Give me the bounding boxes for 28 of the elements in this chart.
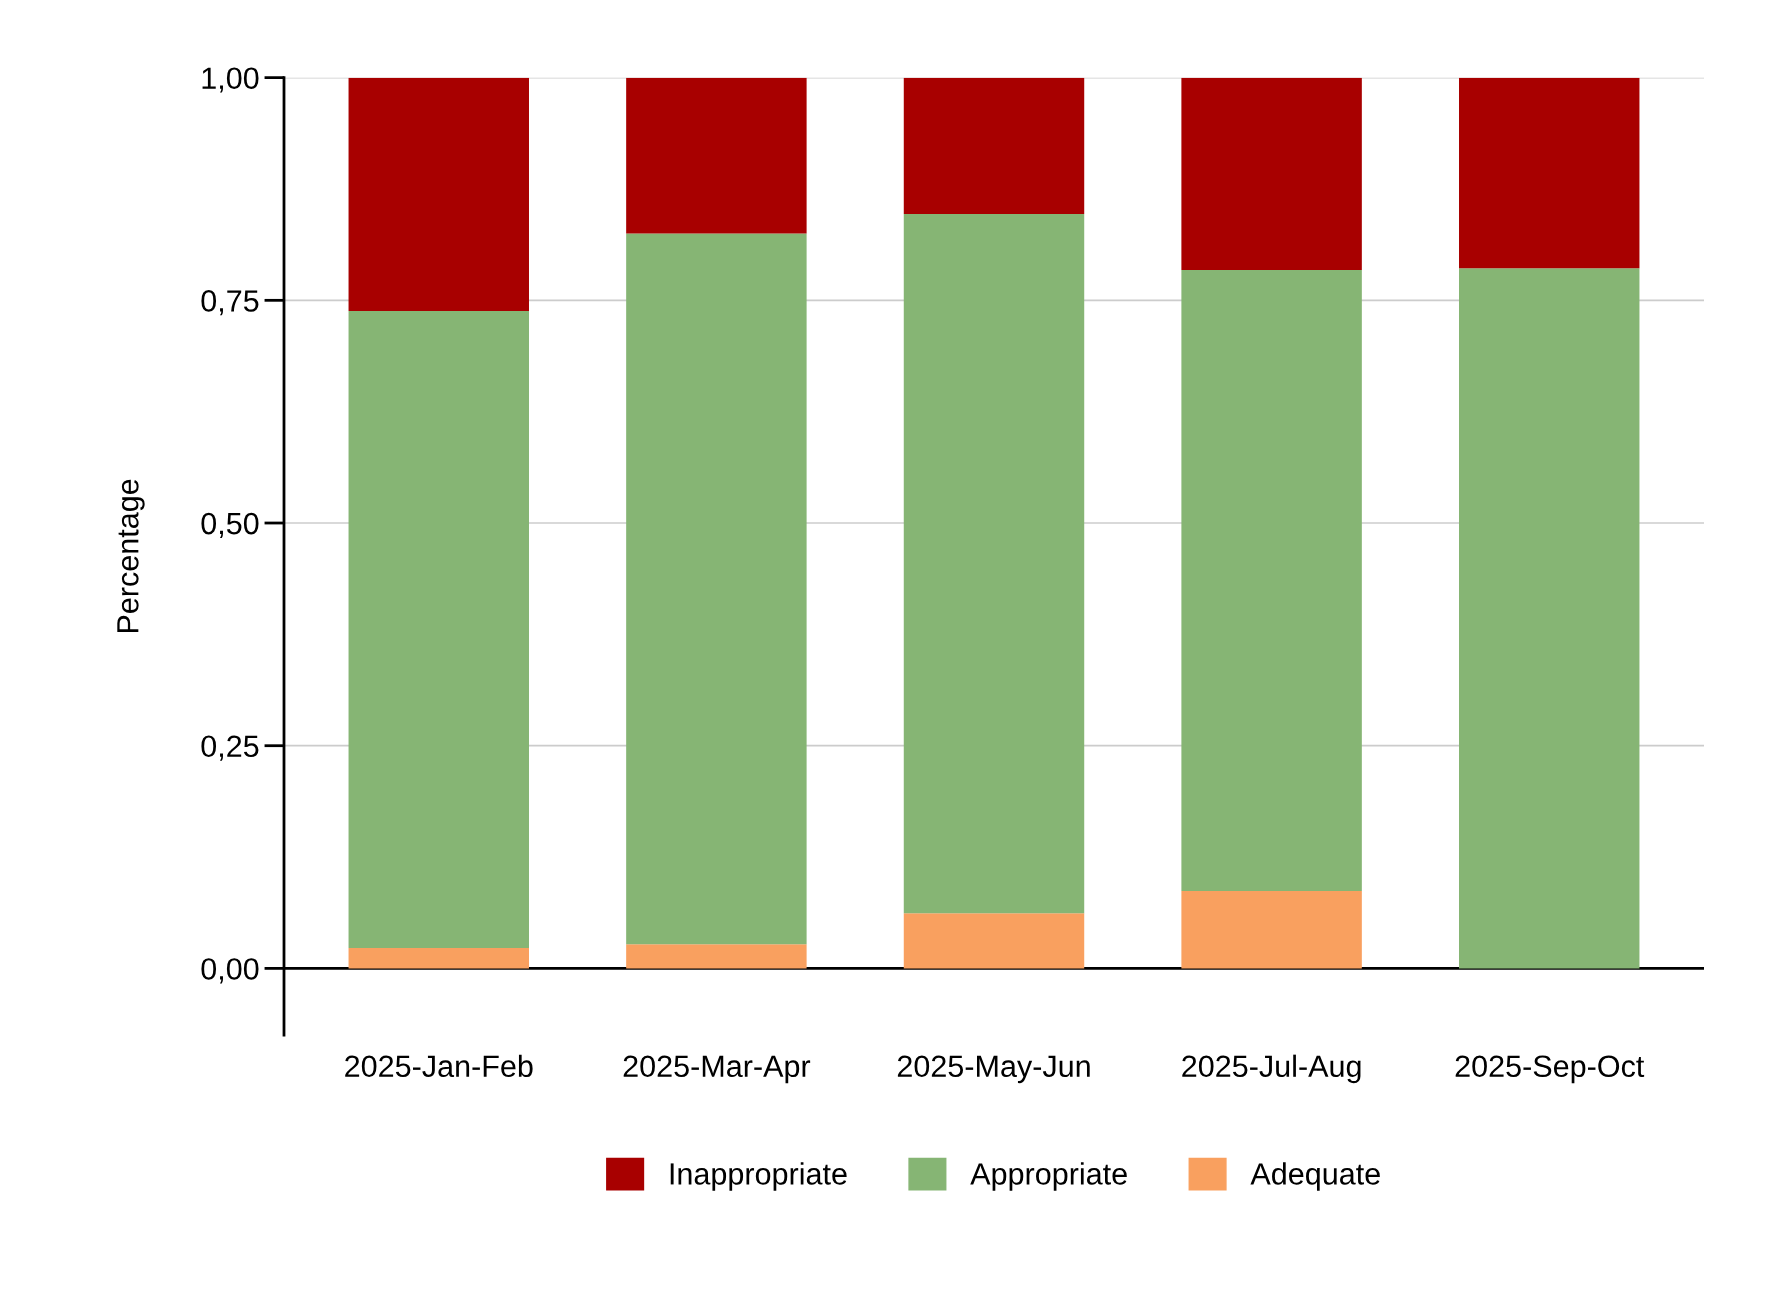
bar [1181, 270, 1362, 891]
bar [348, 77, 529, 312]
y-tick-label: 0,00 [201, 958, 259, 984]
y-axis-title: Percentage [117, 479, 145, 633]
y-tick-label: 0,25 [201, 735, 259, 761]
x-tick-label: 2025-Sep-Oct [1455, 1055, 1645, 1084]
bar [903, 213, 1085, 914]
legend-label: Adequate [1250, 1162, 1380, 1191]
x-tick-label: 2025-Jan-Feb [345, 1054, 533, 1078]
x-tick-label: 2025-May-Jun [897, 1055, 1090, 1084]
bar [348, 311, 529, 948]
y-tick-label: 0,75 [201, 290, 259, 316]
bar [626, 233, 807, 945]
legend-label: Inappropriate [670, 1162, 847, 1191]
bar [1181, 77, 1362, 271]
bar [1459, 268, 1640, 969]
x-tick-label: 2025-Mar-Apr [623, 1055, 811, 1084]
bar [1181, 890, 1362, 969]
legend-label: Appropriate [970, 1162, 1127, 1191]
bar [626, 77, 807, 234]
x-tick-label: 2025-Jul-Aug [1182, 1054, 1361, 1084]
bar [1459, 77, 1640, 269]
y-tick-label: 0,50 [201, 512, 259, 538]
y-tick-label: 1,00 [202, 67, 259, 93]
bar [903, 913, 1085, 969]
bar [348, 947, 529, 969]
bar [903, 77, 1085, 214]
bar [626, 944, 807, 969]
